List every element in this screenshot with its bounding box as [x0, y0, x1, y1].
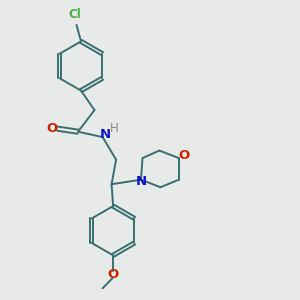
- Text: H: H: [110, 122, 118, 135]
- Text: N: N: [136, 175, 147, 188]
- Text: Cl: Cl: [69, 8, 81, 21]
- Text: N: N: [99, 128, 111, 141]
- Text: O: O: [178, 149, 190, 162]
- Text: O: O: [107, 268, 119, 281]
- Text: O: O: [46, 122, 58, 135]
